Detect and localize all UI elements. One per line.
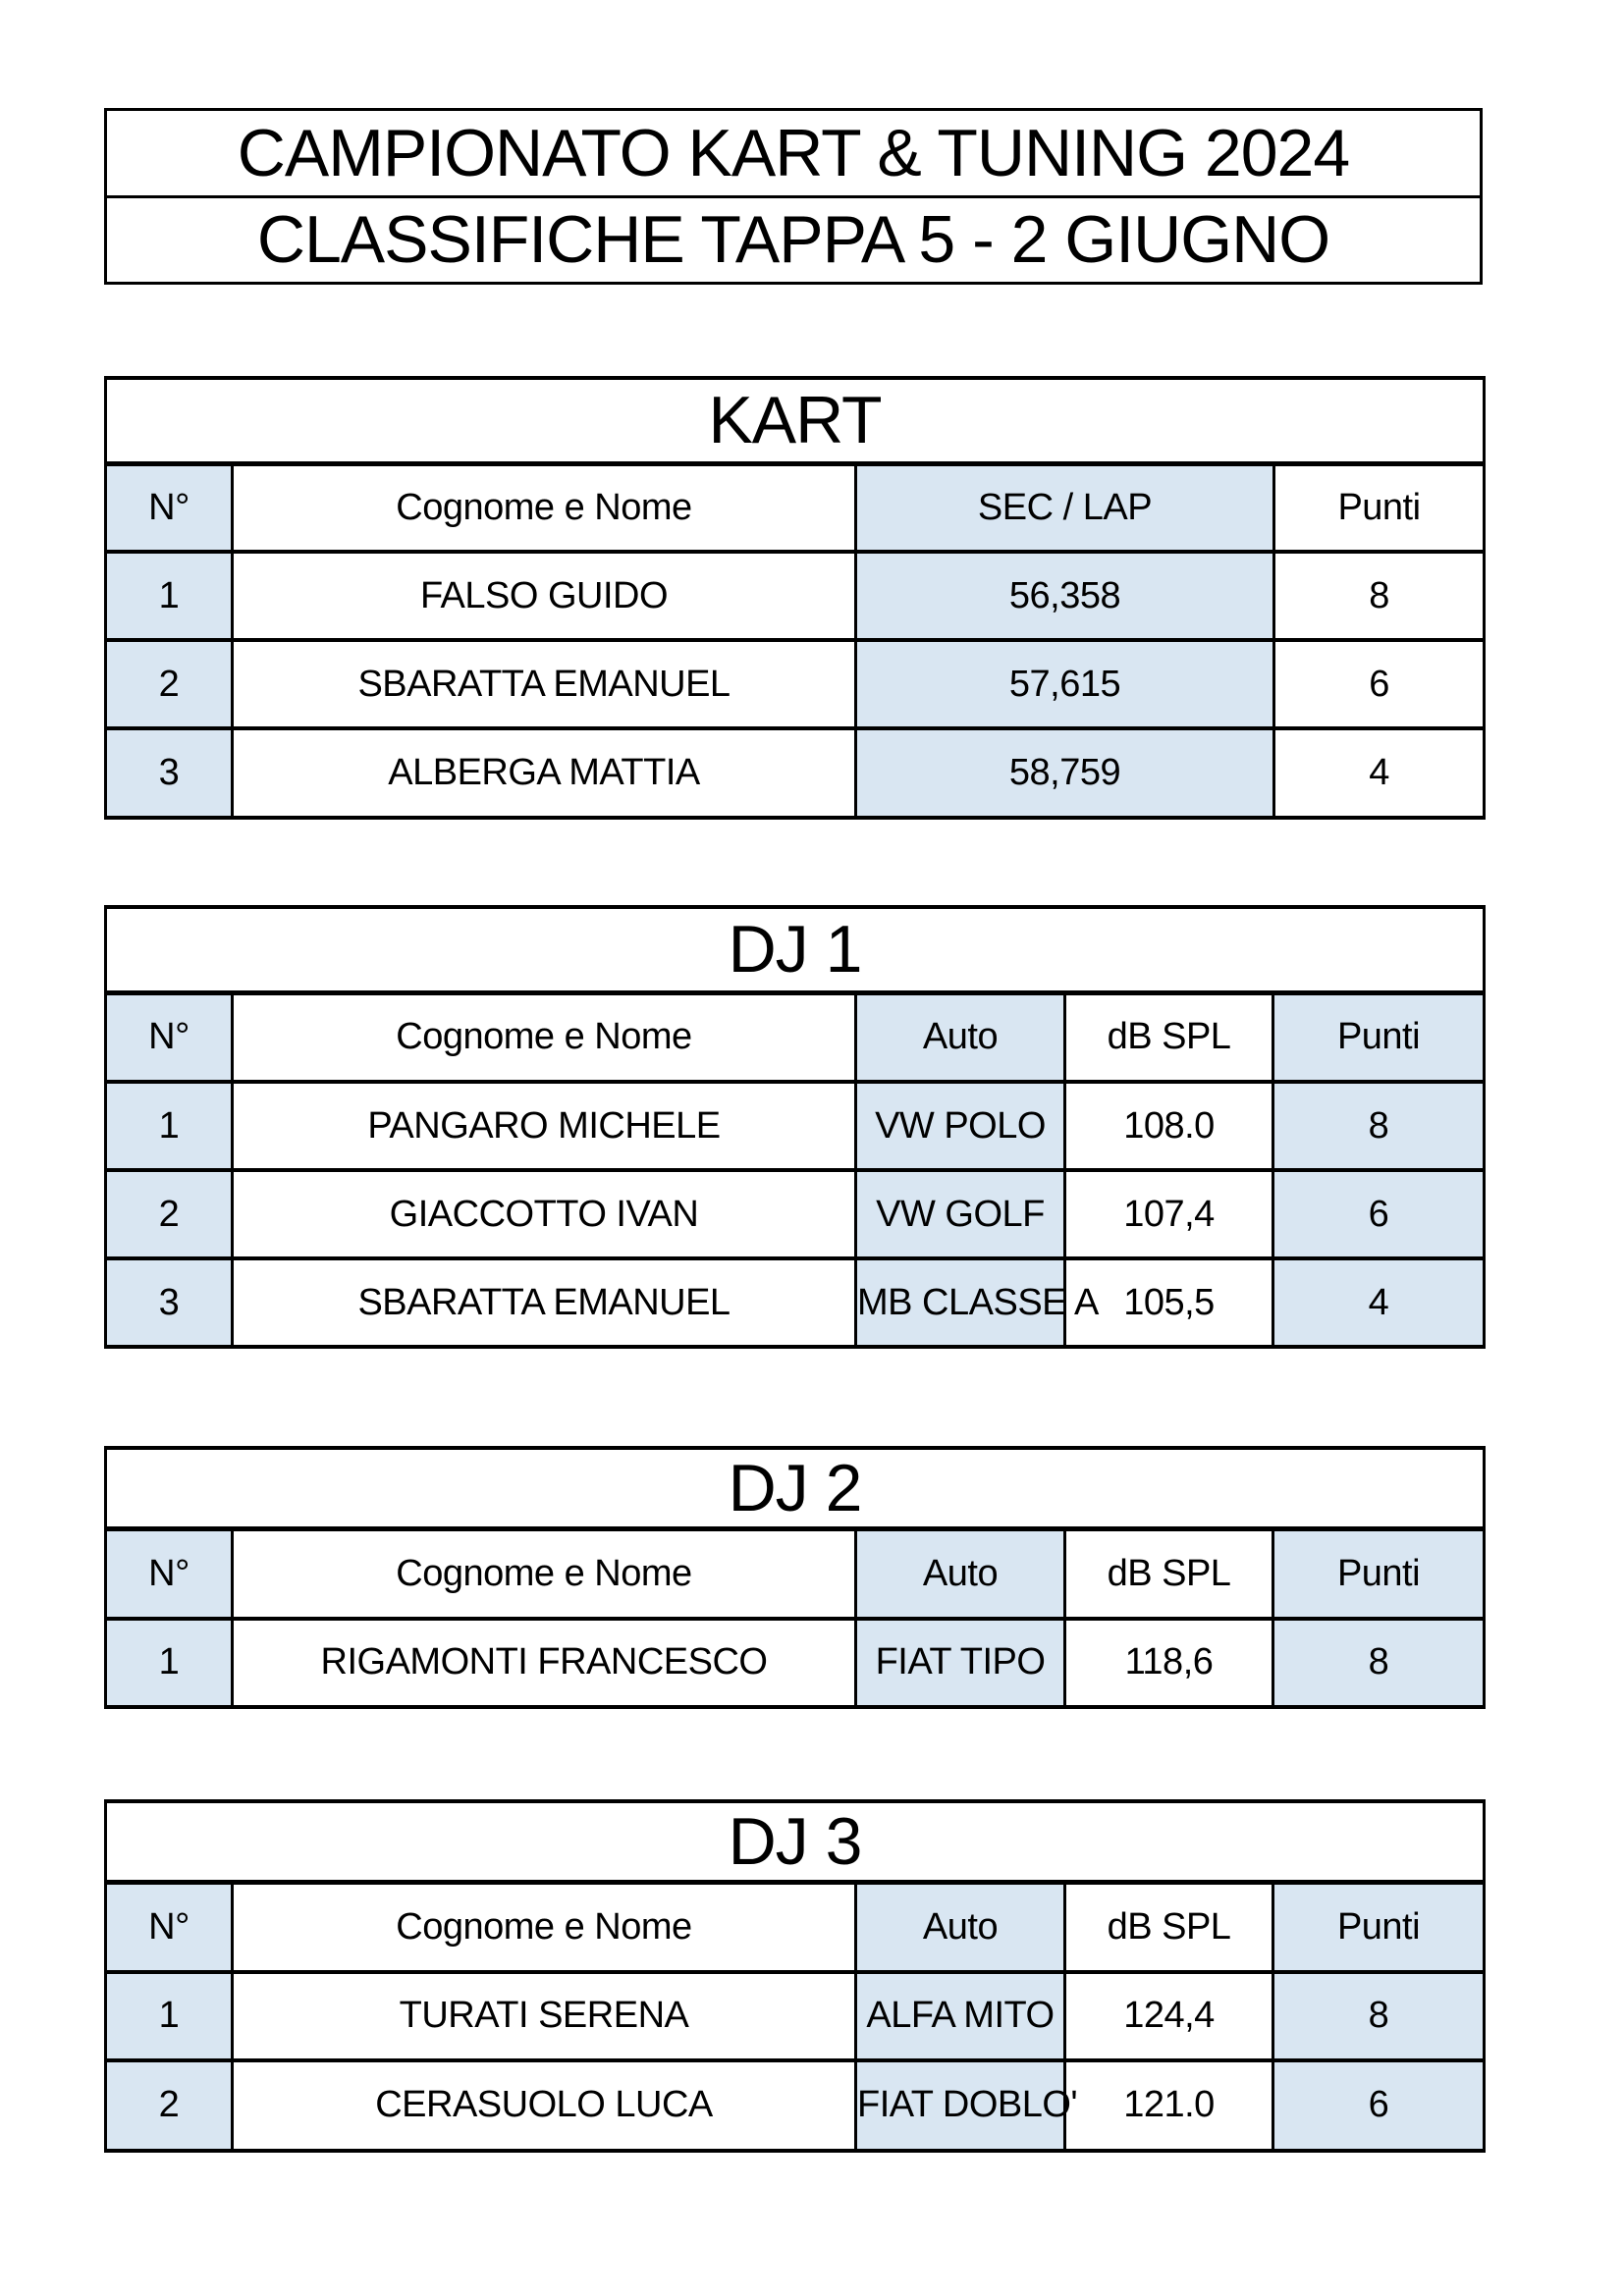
table-cell: PANGARO MICHELE bbox=[231, 1080, 857, 1172]
ranking-table: DJ 2 N° Cognome e Nome Auto dB SPL Punti 1 RIGA… bbox=[104, 1446, 1486, 1709]
ranking-table: KART N° Cognome e Nome SEC / LAP Punti 1 FALSO… bbox=[103, 376, 1487, 820]
table-cell: 3 bbox=[104, 1256, 234, 1349]
table-row: 1 RIGAMONTI FRANCESCO FIAT TIPO 118,6 8 bbox=[104, 1616, 1486, 1709]
dj2-table-section: DJ 2 N° Cognome e Nome Auto dB SPL Punti 1 RIGA… bbox=[104, 1446, 1486, 1709]
table-cell: ALFA MITO bbox=[854, 1969, 1066, 2062]
table-cell: 58,759 bbox=[854, 726, 1275, 820]
column-header: N° bbox=[104, 1526, 234, 1621]
table-cell: 121.0 bbox=[1063, 2057, 1274, 2153]
table-cell: VW GOLF bbox=[854, 1168, 1066, 1260]
table-cell: 6 bbox=[1272, 2057, 1486, 2153]
kart-table-section: KART N° Cognome e Nome SEC / LAP Punti 1 FALSO… bbox=[103, 376, 1487, 820]
ranking-table: DJ 1 N° Cognome e Nome Auto dB SPL Punti 1 PANG… bbox=[104, 905, 1486, 1349]
page-title-box: CAMPIONATO KART & TUNING 2024 CLASSIFICH… bbox=[104, 108, 1483, 285]
table-cell: TURATI SERENA bbox=[231, 1969, 857, 2062]
column-header: dB SPL bbox=[1063, 1526, 1274, 1621]
table-cell: 8 bbox=[1272, 1616, 1486, 1709]
column-header: SEC / LAP bbox=[854, 461, 1275, 554]
table-title: KART bbox=[103, 376, 1487, 466]
table-cell: 124,4 bbox=[1063, 1969, 1274, 2062]
table-header-row: N° Cognome e Nome Auto dB SPL Punti bbox=[104, 1526, 1486, 1621]
table-cell: 1 bbox=[104, 550, 234, 642]
table-cell: 1 bbox=[104, 1080, 234, 1172]
table-cell: VW POLO bbox=[854, 1080, 1066, 1172]
table-cell: SBARATTA EMANUEL bbox=[231, 638, 857, 730]
table-cell: 56,358 bbox=[854, 550, 1275, 642]
table-title-row: DJ 2 bbox=[104, 1446, 1486, 1531]
column-header: N° bbox=[104, 461, 234, 554]
column-header: Punti bbox=[1272, 1880, 1486, 1974]
column-header: N° bbox=[104, 1880, 234, 1974]
table-cell: 57,615 bbox=[854, 638, 1275, 730]
table-cell: 8 bbox=[1272, 1969, 1486, 2062]
table-cell: 118,6 bbox=[1063, 1616, 1274, 1709]
table-cell: FIAT TIPO bbox=[854, 1616, 1066, 1709]
column-header: Auto bbox=[854, 1880, 1066, 1974]
column-header: Cognome e Nome bbox=[231, 1526, 857, 1621]
table-cell: 6 bbox=[1272, 638, 1487, 730]
table-cell: MB CLASSE A bbox=[854, 1256, 1099, 1349]
column-header: dB SPL bbox=[1063, 1880, 1274, 1974]
column-header: Auto bbox=[854, 990, 1066, 1084]
table-cell: 1 bbox=[104, 1969, 234, 2062]
table-row: 2 SBARATTA EMANUEL 57,615 6 bbox=[104, 638, 1487, 730]
table-title-row: DJ 1 bbox=[104, 905, 1486, 995]
table-title: DJ 1 bbox=[104, 905, 1486, 995]
ranking-table: DJ 3 N° Cognome e Nome Auto dB SPL Punti 1 TURA… bbox=[104, 1799, 1486, 2153]
table-cell: 2 bbox=[104, 1168, 234, 1260]
table-cell: 6 bbox=[1272, 1168, 1486, 1260]
table-cell: 4 bbox=[1272, 1256, 1486, 1349]
table-cell: 4 bbox=[1272, 726, 1487, 820]
column-header: Cognome e Nome bbox=[231, 1880, 857, 1974]
table-cell: 3 bbox=[104, 726, 234, 820]
table-cell: CERASUOLO LUCA bbox=[231, 2057, 857, 2153]
table-cell: 2 bbox=[104, 2057, 234, 2153]
dj3-table-section: DJ 3 N° Cognome e Nome Auto dB SPL Punti 1 TURA… bbox=[104, 1799, 1486, 2153]
table-cell: 8 bbox=[1272, 550, 1487, 642]
table-cell: RIGAMONTI FRANCESCO bbox=[231, 1616, 857, 1709]
table-row: 3 ALBERGA MATTIA 58,759 4 bbox=[104, 726, 1487, 820]
page-title-line2: CLASSIFICHE TAPPA 5 - 2 GIUGNO bbox=[107, 194, 1480, 283]
table-row: 2 CERASUOLO LUCA FIAT DOBLO' 121.0 6 bbox=[104, 2057, 1486, 2153]
table-cell: GIACCOTTO IVAN bbox=[231, 1168, 857, 1260]
page-title-line1: CAMPIONATO KART & TUNING 2024 bbox=[237, 115, 1350, 190]
column-header: Auto bbox=[854, 1526, 1066, 1621]
table-title-row: DJ 3 bbox=[104, 1799, 1486, 1885]
table-title-row: KART bbox=[103, 376, 1487, 466]
table-title: DJ 3 bbox=[104, 1799, 1486, 1885]
table-cell: 8 bbox=[1272, 1080, 1486, 1172]
table-row: 1 PANGARO MICHELE VW POLO 108.0 8 bbox=[104, 1080, 1486, 1172]
table-row: 3 SBARATTA EMANUEL MB CLASSE A 105,5 4 bbox=[104, 1256, 1486, 1349]
dj1-table-section: DJ 1 N° Cognome e Nome Auto dB SPL Punti 1 PANG… bbox=[104, 905, 1486, 1349]
column-header: Cognome e Nome bbox=[231, 990, 857, 1084]
table-cell: FALSO GUIDO bbox=[231, 550, 857, 642]
table-header-row: N° Cognome e Nome SEC / LAP Punti bbox=[104, 461, 1487, 554]
column-header: N° bbox=[104, 990, 234, 1084]
table-cell: ALBERGA MATTIA bbox=[231, 726, 857, 820]
table-cell: 2 bbox=[104, 638, 234, 730]
column-header: Cognome e Nome bbox=[231, 461, 857, 554]
table-cell: FIAT DOBLO' bbox=[854, 2057, 1078, 2153]
table-header-row: N° Cognome e Nome Auto dB SPL Punti bbox=[104, 1880, 1486, 1974]
table-title: DJ 2 bbox=[104, 1446, 1486, 1531]
table-row: 1 FALSO GUIDO 56,358 8 bbox=[104, 550, 1487, 642]
table-cell: SBARATTA EMANUEL bbox=[231, 1256, 857, 1349]
column-header: Punti bbox=[1272, 461, 1487, 554]
column-header: Punti bbox=[1272, 1526, 1486, 1621]
table-header-row: N° Cognome e Nome Auto dB SPL Punti bbox=[104, 990, 1486, 1084]
table-cell: 1 bbox=[104, 1616, 234, 1709]
table-cell: 107,4 bbox=[1063, 1168, 1274, 1260]
table-cell: 108.0 bbox=[1063, 1080, 1274, 1172]
column-header: dB SPL bbox=[1063, 990, 1274, 1084]
table-row: 1 TURATI SERENA ALFA MITO 124,4 8 bbox=[104, 1969, 1486, 2062]
table-row: 2 GIACCOTTO IVAN VW GOLF 107,4 6 bbox=[104, 1168, 1486, 1260]
table-cell: 105,5 bbox=[1063, 1256, 1274, 1349]
column-header: Punti bbox=[1272, 990, 1486, 1084]
